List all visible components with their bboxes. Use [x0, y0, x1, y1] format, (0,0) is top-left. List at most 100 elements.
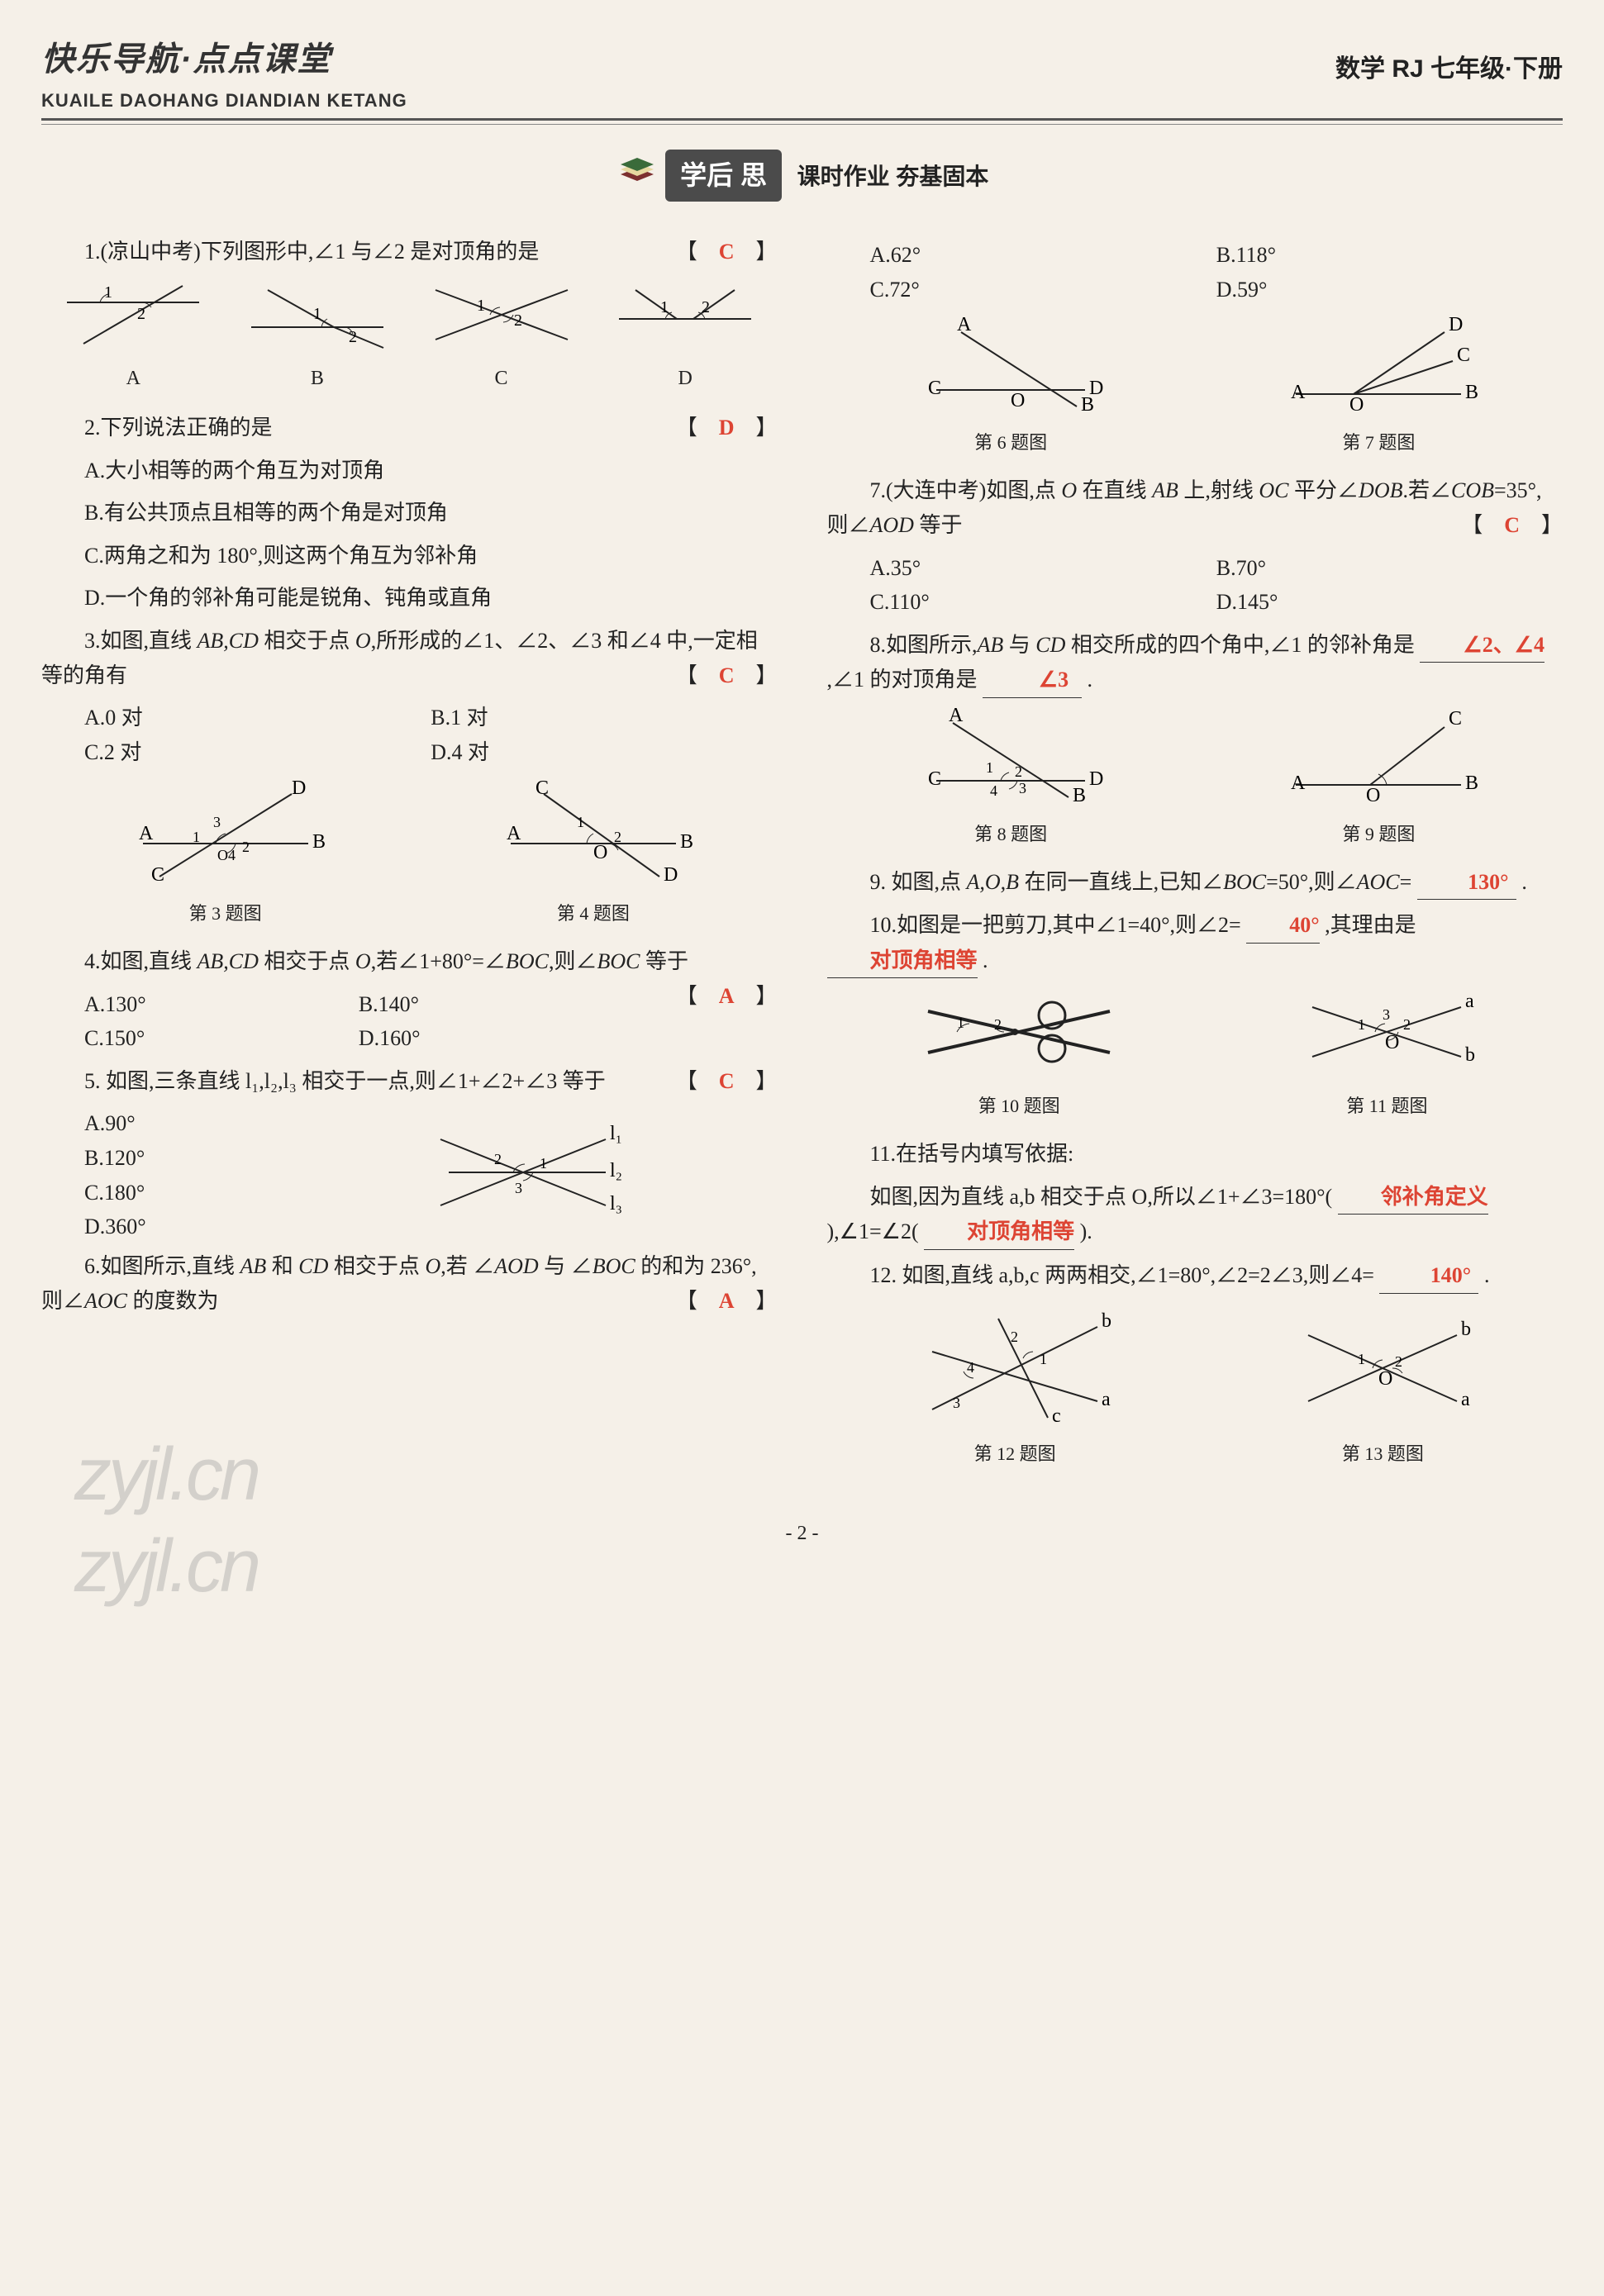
svg-text:a: a	[1465, 991, 1474, 1012]
q4-figure: A B C D 1 2 O 第 4 题图	[494, 777, 693, 928]
books-icon	[616, 165, 666, 189]
q6-q7-figures: A B C D O 第 6 题图 A O B C D 第 7 题图	[827, 316, 1564, 458]
left-column: 1.(凉山中考)下列图形中,∠1 与∠2 是对顶角的是 【 C 】 1 2 A …	[41, 235, 778, 1485]
svg-text:O: O	[1378, 1368, 1392, 1390]
svg-text:l₃: l₃	[610, 1193, 622, 1215]
q7-caption: 第 7 题图	[1279, 428, 1478, 457]
q9-caption: 第 9 题图	[1279, 820, 1478, 849]
svg-text:A: A	[507, 823, 521, 844]
svg-text:a: a	[1102, 1389, 1111, 1410]
q6-answer: A	[719, 1289, 735, 1313]
q11-caption: 第 11 题图	[1296, 1091, 1478, 1120]
q6-opt-a: A.62°	[870, 238, 1216, 273]
header-rule	[41, 118, 1563, 125]
svg-text:3: 3	[953, 1395, 960, 1411]
svg-text:O: O	[1349, 394, 1364, 416]
svg-text:3: 3	[1383, 1006, 1390, 1023]
svg-text:c: c	[1052, 1405, 1061, 1427]
svg-text:B: B	[1465, 772, 1478, 794]
header-title-pinyin: KUAILE DAOHANG DIANDIAN KETANG	[41, 86, 1563, 115]
q6-bracket: 【 A 】	[633, 1284, 778, 1319]
svg-text:1: 1	[1040, 1351, 1047, 1367]
svg-text:O: O	[1011, 390, 1025, 411]
q7-opt-d: D.145°	[1216, 585, 1563, 620]
q3-opt-c: C.2 对	[84, 735, 431, 770]
svg-text:2: 2	[702, 298, 710, 316]
q7-stem: 7.(大连中考)如图,点 O 在直线 AB 上,射线 OC 平分∠DOB.若∠C…	[827, 473, 1564, 542]
q4-caption: 第 4 题图	[494, 899, 693, 928]
q12-caption: 第 12 题图	[907, 1439, 1122, 1468]
q4-opt-a: A.130°	[84, 987, 359, 1022]
q5-answer: C	[719, 1069, 735, 1093]
q8-figure: A B C D 1 2 3 4 第 8 题图	[911, 706, 1110, 849]
right-column: A.62° B.118° C.72° D.59° A B C D O 第 6 题…	[827, 235, 1564, 1485]
svg-text:O: O	[593, 842, 607, 863]
q4-stem: 4.如图,直线 AB,CD 相交于点 O,若∠1+80°=∠BOC,则∠BOC …	[41, 944, 778, 979]
q8-q9-figures: A B C D 1 2 3 4 第 8 题图 A O B C	[827, 706, 1564, 849]
svg-text:3: 3	[515, 1180, 522, 1196]
svg-text:2: 2	[1015, 763, 1022, 780]
svg-text:1: 1	[313, 305, 321, 323]
q9-figure: A O B C 第 9 题图	[1279, 706, 1478, 849]
q10-q11-figures: 1 2 第 10 题图 a b O 1 2 3 ellipse removed	[827, 986, 1564, 1120]
q6-opt-c: C.72°	[870, 273, 1216, 307]
svg-text:1: 1	[660, 298, 669, 316]
q1-figures: 1 2 A 1 2 B 1	[41, 278, 778, 394]
q1-fig-c: 1 2 C	[427, 278, 576, 394]
watermark-2: zyjl.cn	[74, 1415, 258, 1534]
svg-text:l₂: l₂	[610, 1160, 622, 1181]
svg-text:2: 2	[242, 839, 250, 855]
svg-text:1: 1	[577, 814, 584, 830]
q4-opt-d: D.160°	[359, 1021, 633, 1056]
q3-figure: A B C D 3 1 2 O4 第 3 题图	[126, 777, 325, 928]
svg-text:A: A	[1291, 772, 1306, 794]
svg-text:B: B	[1073, 785, 1086, 806]
q1-label-d: D	[611, 363, 759, 394]
q2-opt-c: C.两角之和为 180°,则这两个角互为邻补角	[84, 539, 778, 573]
q4-options: A.130° B.140° C.150° D.160°	[84, 987, 633, 1056]
q5-opt-b: B.120°	[84, 1141, 416, 1176]
q6-stem: 6.如图所示,直线 AB 和 CD 相交于点 O,若 ∠AOD 与 ∠BOC 的…	[41, 1249, 778, 1318]
svg-text:C: C	[928, 378, 941, 399]
header-subject: 数学 RJ 七年级·下册	[1335, 50, 1563, 89]
q7-options: A.35° B.70° C.110° D.145°	[870, 551, 1564, 620]
svg-text:A: A	[949, 705, 964, 726]
q10-stem: 10.如图是一把剪刀,其中∠1=40°,则∠2= 40° ,其理由是 对顶角相等…	[827, 908, 1564, 978]
q2-opt-a: A.大小相等的两个角互为对顶角	[84, 454, 778, 488]
header-title-cn: 快乐导航·点点课堂	[41, 33, 1563, 86]
q6-opt-b: B.118°	[1216, 238, 1563, 273]
q11-blank1: 邻补角定义	[1338, 1180, 1488, 1215]
q8-blank2: ∠3	[983, 663, 1082, 698]
q5-bracket: 【 C 】	[633, 1064, 778, 1099]
q2-opt-d: D.一个角的邻补角可能是锐角、钝角或直角	[84, 581, 778, 616]
q12-stem: 12. 如图,直线 a,b,c 两两相交,∠1=80°,∠2=2∠3,则∠4= …	[827, 1258, 1564, 1294]
svg-text:2: 2	[614, 829, 621, 845]
q11-intro: 11.在括号内填写依据:	[827, 1137, 1564, 1172]
q13-figure: b a 1 2 O 第 13 题图	[1283, 1302, 1482, 1469]
q2-answer: D	[719, 416, 735, 440]
q12-figure: b a c 2 1 4 3 第 12 题图	[907, 1302, 1122, 1469]
q1-label-a: A	[59, 363, 207, 394]
q3-answer: C	[719, 663, 735, 687]
q3-options: A.0 对 B.1 对 C.2 对 D.4 对	[84, 701, 778, 769]
q1-fig-b: 1 2 B	[243, 278, 392, 394]
svg-text:2: 2	[1403, 1016, 1411, 1033]
q3-opt-b: B.1 对	[431, 701, 777, 735]
svg-text:l₁: l₁	[610, 1123, 622, 1144]
svg-text:2: 2	[1011, 1329, 1018, 1345]
q10-caption: 第 10 题图	[911, 1091, 1126, 1120]
svg-text:C: C	[928, 768, 941, 790]
q10-blank2: 对顶角相等	[827, 944, 978, 979]
q2-stem: 2.下列说法正确的是 【 D 】	[41, 411, 778, 445]
q7-opt-a: A.35°	[870, 551, 1216, 586]
svg-text:4: 4	[967, 1359, 974, 1376]
q6-caption: 第 6 题图	[911, 428, 1110, 457]
svg-text:1: 1	[1358, 1351, 1365, 1367]
q1-stem: 1.(凉山中考)下列图形中,∠1 与∠2 是对顶角的是 【 C 】	[41, 235, 778, 269]
svg-text:B: B	[680, 831, 693, 853]
q5-stem: 5. 如图,三条直线 l₁,l₂,l₃ 相交于一点,则∠1+∠2+∠3 等于 【…	[41, 1064, 778, 1099]
svg-text:2: 2	[514, 311, 522, 330]
q13-caption: 第 13 题图	[1283, 1439, 1482, 1468]
svg-text:D: D	[292, 777, 306, 799]
q11-stem: 如图,因为直线 a,b 相交于点 O,所以∠1+∠3=180°( 邻补角定义 )…	[827, 1180, 1564, 1250]
